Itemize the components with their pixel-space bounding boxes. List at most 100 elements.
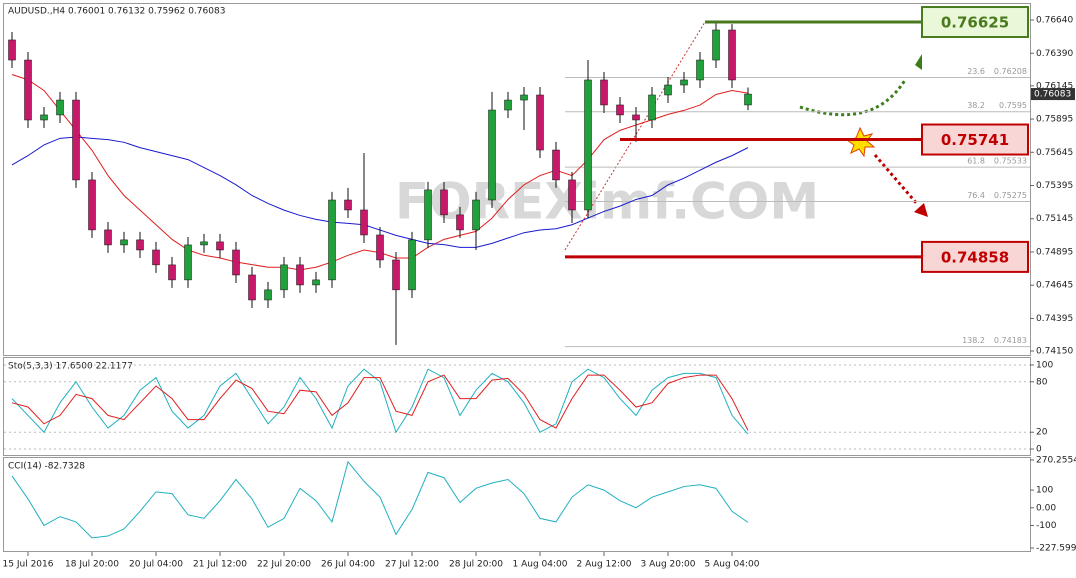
fib-price: 0.76208: [994, 67, 1027, 76]
x-tick-label: 2 Aug 12:00: [577, 560, 632, 570]
candle-body: [520, 94, 528, 101]
candle-body: [24, 59, 32, 121]
candle-body: [8, 39, 16, 61]
y-tick-label: 0.76145: [1036, 81, 1073, 91]
up-arrowhead: [915, 54, 922, 70]
candle-body: [488, 109, 496, 201]
y-tick-label: 270.2554: [1036, 456, 1076, 466]
stochastic-title: Sto(5,3,3) 17.6500 22.1177: [8, 362, 133, 372]
candle-body: [616, 104, 624, 116]
candle-body: [40, 114, 48, 121]
down-arrow: [873, 154, 920, 206]
symbol-header: AUDUSD.,H4 0.76001 0.76132 0.75962 0.760…: [8, 7, 225, 17]
x-tick-label: 28 Jul 20:00: [449, 560, 503, 570]
cci-panel: [3, 457, 1031, 552]
candle-body: [152, 249, 160, 266]
candle-body: [376, 234, 384, 261]
fib-price: 0.75275: [994, 191, 1027, 200]
candle-body: [712, 29, 720, 61]
stochastic-panel: [3, 357, 1031, 456]
candle-body: [600, 79, 608, 106]
candle-body: [728, 29, 736, 81]
y-tick-label: 0.75145: [1036, 214, 1073, 224]
fib-ratio: 138.2: [962, 336, 985, 345]
fib-price: 0.7595: [999, 101, 1027, 110]
x-tick-label: 5 Aug 04:00: [705, 560, 760, 570]
y-tick-label: 0.75895: [1036, 115, 1073, 125]
x-tick-label: 22 Jul 20:00: [257, 560, 311, 570]
x-tick-label: 15 Jul 2016: [3, 560, 54, 570]
candle-body: [312, 279, 320, 286]
cci-title: CCI(14) -82.7328: [8, 462, 85, 472]
fib-ratio: 23.6: [967, 67, 985, 76]
y-tick-label: 0.74895: [1036, 247, 1073, 257]
candle-body: [584, 79, 592, 211]
candle-body: [440, 189, 448, 216]
y-tick-label: 0: [1036, 445, 1042, 455]
candle-body: [632, 114, 640, 121]
candle-body: [72, 99, 80, 181]
candle-body: [104, 229, 112, 246]
candle-body: [168, 264, 176, 281]
down-arrowhead: [914, 203, 928, 217]
candle-body: [120, 239, 128, 246]
candle-body: [344, 199, 352, 211]
candle-body: [296, 264, 304, 286]
up-arrow: [799, 79, 907, 117]
price-marker: [1031, 88, 1075, 101]
candle-body: [360, 209, 368, 236]
y-tick-label: -100: [1036, 521, 1057, 531]
candle-body: [56, 99, 64, 116]
level-label: 0.75741: [941, 131, 1009, 149]
candle-body: [232, 249, 240, 276]
x-tick-label: 27 Jul 12:00: [385, 560, 439, 570]
candle-body: [184, 244, 192, 281]
candle-body: [216, 241, 224, 251]
x-tick-label: 26 Jul 04:00: [321, 560, 375, 570]
candle-body: [280, 264, 288, 291]
candle-body: [536, 94, 544, 151]
y-tick-label: 0.74645: [1036, 281, 1073, 291]
level-box: [921, 123, 1029, 156]
y-tick-label: 0.75395: [1036, 181, 1073, 191]
level-box: [921, 6, 1029, 39]
y-tick-label: 0.75645: [1036, 148, 1073, 158]
price-panel: [3, 3, 1031, 356]
candle-body: [744, 93, 752, 106]
candle-body: [136, 239, 144, 251]
x-tick-label: 1 Aug 04:00: [513, 560, 568, 570]
fib-ratio: 38.2: [967, 101, 985, 110]
candle-body: [200, 241, 208, 246]
indicator-line: [11, 368, 749, 435]
candle-body: [456, 214, 464, 231]
candle-body: [680, 79, 688, 86]
candle-body: [88, 179, 96, 231]
indicator-line: [11, 460, 749, 539]
candle-body: [648, 94, 656, 121]
candle-body: [504, 99, 512, 111]
fib-ratio: 61.8: [967, 157, 985, 166]
candle-body: [408, 239, 416, 291]
x-tick-label: 3 Aug 20:00: [641, 560, 696, 570]
y-tick-label: 0.00: [1036, 503, 1056, 513]
current-price: 0.76083: [1034, 90, 1071, 100]
indicator-line: [11, 374, 749, 431]
fib-price: 0.74183: [994, 336, 1027, 345]
level-label: 0.74858: [941, 248, 1009, 266]
candle-body: [248, 274, 256, 301]
candle-body: [472, 199, 480, 231]
level-label: 0.76625: [941, 14, 1009, 32]
y-tick-label: 20: [1036, 428, 1048, 438]
y-tick-label: 0.76390: [1036, 49, 1073, 59]
y-tick-label: 80: [1036, 377, 1048, 387]
y-tick-label: 100: [1036, 360, 1053, 370]
candle-body: [424, 189, 432, 241]
x-tick-label: 18 Jul 20:00: [65, 560, 119, 570]
candle-body: [552, 149, 560, 181]
x-tick-label: 21 Jul 12:00: [193, 560, 247, 570]
fib-price: 0.75533: [994, 157, 1027, 166]
candle-body: [264, 289, 272, 301]
y-tick-label: 0.76640: [1036, 16, 1073, 26]
